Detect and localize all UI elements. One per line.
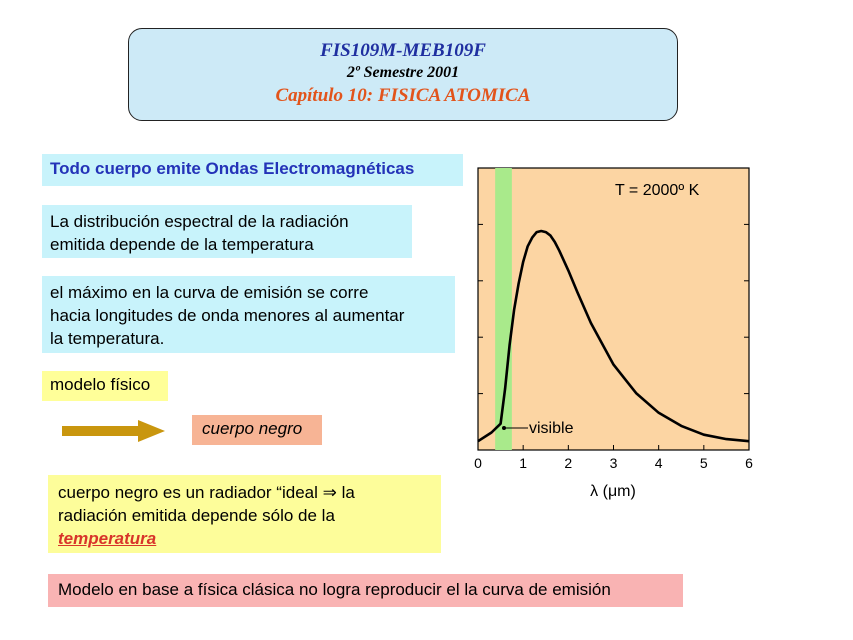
x-tick-label: 2 [564,455,572,471]
visible-dot [502,426,506,430]
chapter-title: Capítulo 10: FISICA ATOMICA [275,85,531,106]
ideal-radiator-box: cuerpo negro es un radiador “ideal ⇒ la … [48,475,441,553]
emission-curve [477,229,750,443]
semester: 2º Semestre 2001 [346,64,460,81]
visible-band [495,168,512,450]
blackbody-label: cuerpo negro [192,415,322,445]
distribution-box: La distribución espectral de la radiació… [42,205,412,258]
title-banner: FIS109M-MEB109F 2º Semestre 2001 Capítul… [128,28,678,121]
physical-model-label: modelo físico [42,371,168,401]
maximum-box: el máximo en la curva de emisión se corr… [42,276,455,353]
maximum-line-2: hacia longitudes de onda menores al aume… [50,306,405,325]
maximum-line-3: la temperatura. [50,329,165,348]
x-tick-label: 6 [745,455,753,471]
temperature-label: T = 2000º K [615,182,700,199]
visible-label: visible [529,420,574,437]
plot-background [477,167,750,451]
distribution-line-1: La distribución espectral de la radiació… [50,212,349,231]
x-tick-label: 4 [655,455,663,471]
ideal-line-2: radiación emitida depende sólo de la [58,506,335,525]
temperature-emphasis: temperatura [58,529,157,548]
axis-ticks: 0 1 2 3 4 5 6 [474,223,753,471]
x-axis-label: λ (μm) [590,483,636,500]
headline-box: Todo cuerpo emite Ondas Electromagnética… [42,154,463,186]
course-code: FIS109M-MEB109F [320,40,486,61]
classical-model-box: Modelo en base a física clásica no logra… [48,574,683,607]
x-tick-label: 3 [610,455,618,471]
x-tick-label: 5 [700,455,708,471]
distribution-line-2: emitida depende de la temperatura [50,235,314,254]
right-arrow-icon [62,420,165,442]
ideal-line-1: cuerpo negro es un radiador “ideal ⇒ la [58,483,355,502]
blackbody-chart: 0 1 2 3 4 5 6 T = 2000º K visible λ (μm) [474,167,753,500]
x-tick-label: 0 [474,455,482,471]
x-tick-label: 1 [519,455,527,471]
maximum-line-1: el máximo en la curva de emisión se corr… [50,283,369,302]
